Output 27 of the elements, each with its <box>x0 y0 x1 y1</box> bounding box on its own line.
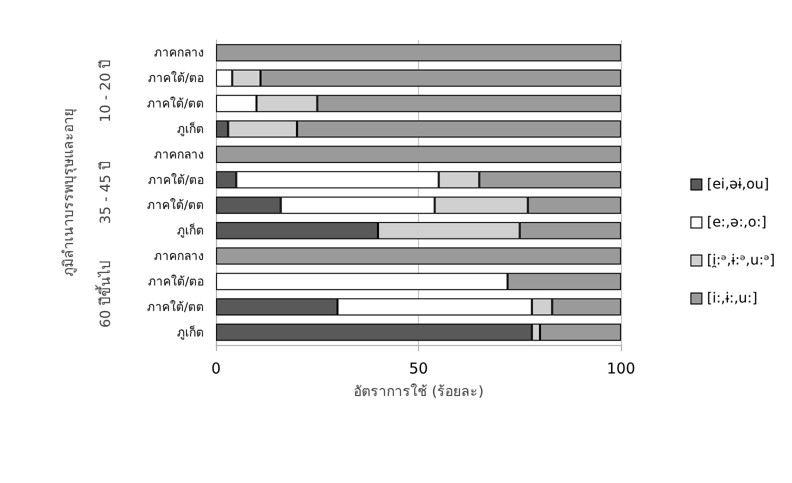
y-tick-label: ภาคกลาง <box>154 46 204 60</box>
x-axis-title: อัตราการใช้ (ร้อยละ) <box>353 383 484 400</box>
text: 35 - 45 ปี <box>98 160 114 224</box>
legend-label: [e:,ə:,o:] <box>706 214 767 230</box>
y-tick-label: ภูเก็ต <box>177 222 204 239</box>
text: 60 ปีขึ้นไป <box>95 260 114 328</box>
legend-label: [ei,əɨ,ou] <box>706 176 770 192</box>
legend-label: [i̯:ᵊ,ɨ:ᵊ,u:ᵊ] <box>706 252 775 268</box>
legend-label: [i:,ɨ:,u:] <box>706 290 758 306</box>
y-tick-label: ภาคกลาง <box>154 147 204 162</box>
bar <box>216 146 621 164</box>
x-tick-label: 100 <box>606 360 636 378</box>
text: 10 - 20 ปี <box>98 59 114 122</box>
y-tick-label: ภาคใต้/ตอ <box>148 274 204 288</box>
y-tick-label: ภาคใต้/ตต <box>146 198 204 212</box>
y-tick-label: ภาคใต้/ตต <box>146 96 204 111</box>
y-tick-label: ภาคใต้/ตต <box>146 300 204 314</box>
y-tick-label: ภูเก็ต <box>177 324 204 340</box>
bar <box>216 44 621 62</box>
y-tick-label: ภาคใต้/ตอ <box>148 71 204 86</box>
bar <box>216 247 621 265</box>
x-tick-label: 50 <box>408 360 428 378</box>
y-tick-label: ภาคกลาง <box>154 249 204 264</box>
y-axis-title: ภูมิลำเนาบรรพบุรุษและอายุ <box>61 108 77 276</box>
y-tick-label: ภาคใต้/ตอ <box>148 172 204 187</box>
y-tick-label: ภูเก็ต <box>177 120 204 137</box>
x-tick-label: 0 <box>211 360 221 378</box>
